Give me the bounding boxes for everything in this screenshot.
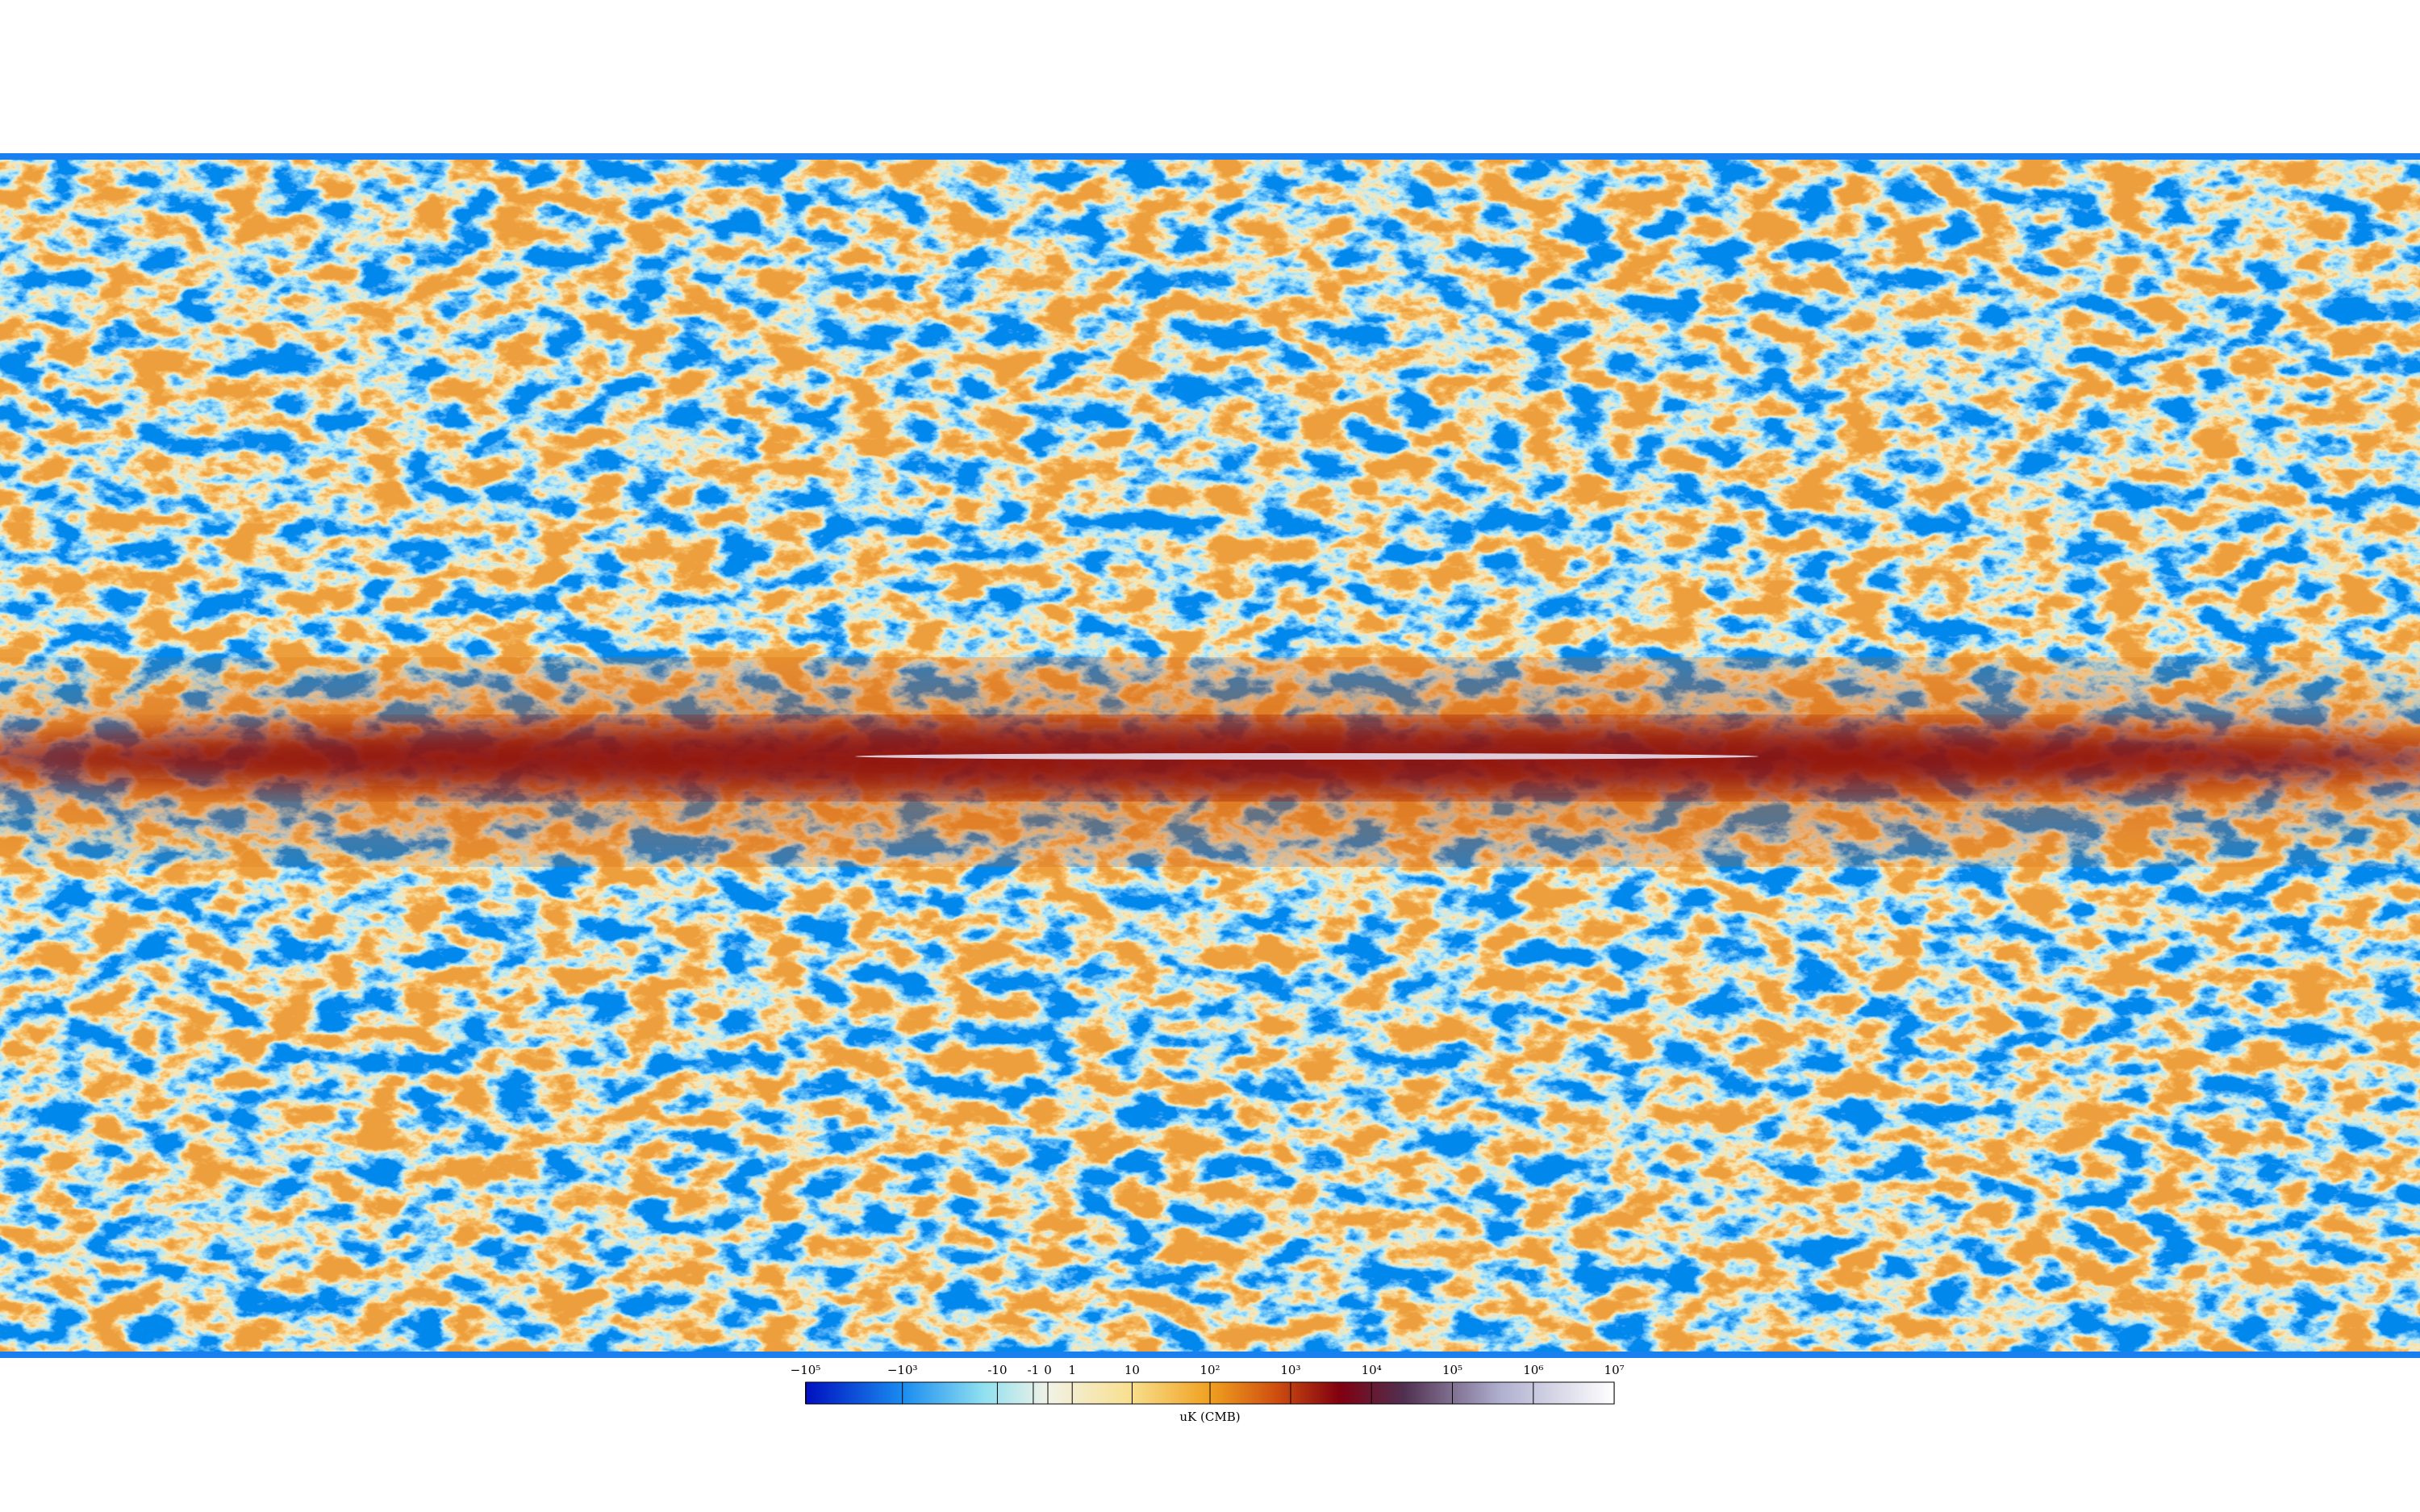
colorbar-tick-label: 10² [1200,1363,1220,1377]
map-edge [0,1352,2420,1358]
colorbar-tick-label: 1 [1068,1363,1076,1377]
map-edge [0,153,2420,160]
colorbar-tick-label: 10⁴ [1362,1363,1382,1377]
colorbar-tick-label: 10 [1124,1363,1140,1377]
colorbar-tick-label: 10⁷ [1604,1363,1625,1377]
colorbar-tick-label: 10⁶ [1523,1363,1543,1377]
colorbar-tick-label: 10⁵ [1442,1363,1462,1377]
colorbar-tick-label: -10 [987,1363,1007,1377]
colorbar-tick-label: −10³ [887,1363,918,1377]
sky-map [0,153,2420,1358]
colorbar-tick-label: −10⁵ [791,1363,821,1377]
colorbar-tick-label: 0 [1044,1363,1052,1377]
galactic-center [855,753,1759,760]
galactic-plane [0,657,2420,867]
colorbar-tick-label: 10³ [1280,1363,1300,1377]
colorbar-label: uK (CMB) [1179,1410,1240,1424]
colorbar: uK (CMB) −10⁵ −10³ -10 -1 0 1 10 10² 10³ 10⁴ 10⁵ 10… [791,1363,1625,1424]
colorbar-tick-label: -1 [1028,1363,1040,1377]
